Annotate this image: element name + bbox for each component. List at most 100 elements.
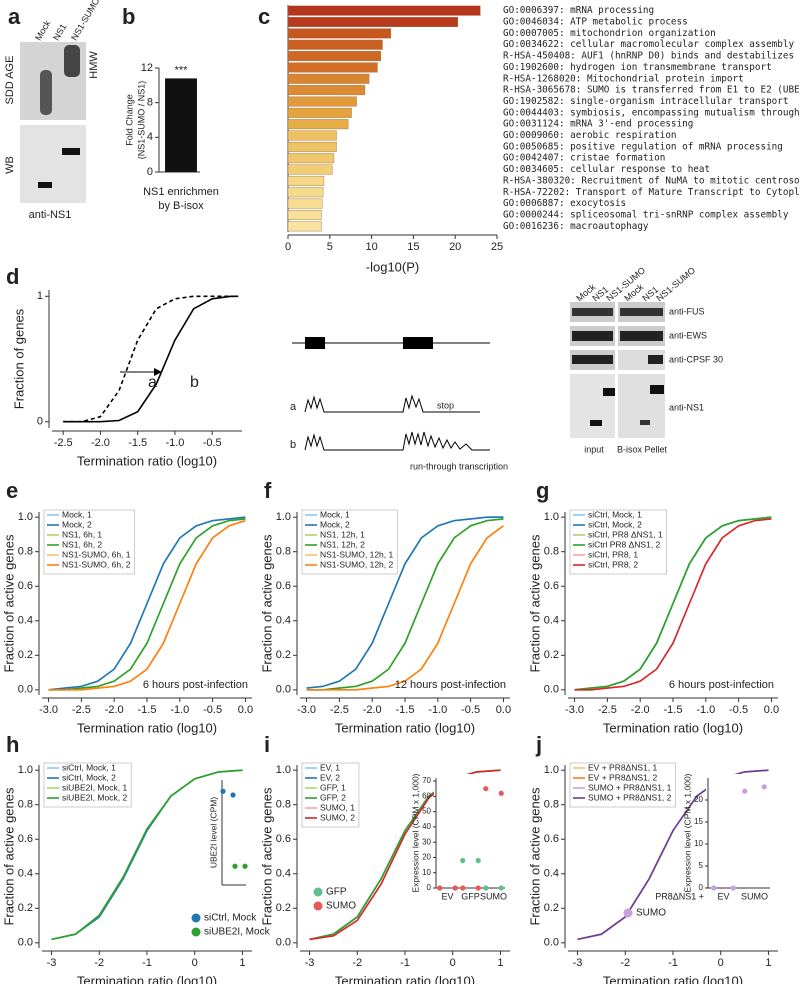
legend-swatch (191, 927, 201, 937)
panel-letter: a (8, 4, 21, 29)
legend-label: NS1, 6h, 1 (62, 529, 102, 539)
category-label: R-HSA-380320: Recruitment of NuMA to mit… (503, 175, 800, 186)
line (63, 295, 239, 423)
point (742, 788, 748, 794)
legend-label: NS1-SUMO, 6h, 2 (62, 559, 131, 569)
x-tick-label: 1 (765, 957, 771, 969)
y-axis-label: (NS1-SUMO / NS1) (136, 81, 146, 160)
category-label: GO:0034605: cellular response to heat (503, 164, 710, 175)
panel: g -3.0 -2.5 -2.0 -1.5 -1.0 -0.5 0.0 0.0 0.2 0.4 0.6… (527, 478, 779, 736)
annotation: 12 hours post-infection (395, 679, 506, 691)
y-tick-label: 0.2 (18, 649, 33, 661)
x-tick-label: 0.0 (496, 704, 511, 716)
y-tick-label: 0.8 (544, 546, 559, 558)
y-tick-label: 1.0 (544, 764, 559, 776)
legend-label: siCtrl, PR8, 1 (588, 549, 638, 559)
x-tick-label: 15 (407, 241, 419, 253)
blot-band (64, 45, 80, 77)
y-tick-label: 0.6 (18, 833, 33, 845)
point (437, 885, 443, 891)
line (51, 769, 243, 941)
x-tick-label: EV (717, 891, 729, 901)
y-tick-label: 0.2 (544, 649, 559, 661)
x-tick-label: 0 (285, 241, 291, 253)
x-axis-label: Termination ratio (log10) (335, 973, 475, 984)
blot (20, 125, 86, 203)
point (475, 885, 481, 891)
blot-band (620, 331, 663, 341)
x-tick-label: -1 (400, 957, 410, 969)
x-tick-label: -0.5 (461, 704, 480, 716)
point (460, 857, 466, 864)
x-tick-label: 0 (450, 957, 456, 969)
lane-label: Mock (33, 18, 53, 42)
x-tick-label: -1.0 (428, 704, 447, 716)
x-axis-label: Termination ratio (log10) (335, 720, 475, 735)
legend-label: SUMO (636, 908, 666, 919)
bar (287, 5, 481, 16)
y-tick-label: 8 (147, 97, 153, 109)
y-axis-label: Fraction of active genes (1, 534, 16, 673)
y-tick-label: 0.4 (18, 868, 33, 880)
x-tick-label: -0.5 (203, 704, 222, 716)
legend-frame (569, 762, 676, 808)
panel-letter: d (6, 264, 19, 289)
line (574, 516, 772, 691)
y-tick-label: 4 (147, 131, 153, 143)
bar (287, 175, 325, 186)
bar (287, 28, 392, 39)
y-axis-label: Fraction of active genes (527, 534, 542, 673)
legend-label: SUMO + PR8ΔNS1, 1 (588, 782, 672, 792)
x-tick-label: EV (441, 891, 453, 901)
x-tick-label: -3 (573, 957, 583, 969)
legend-label: siCtrl, PR8, 2 (588, 559, 638, 569)
category-label: GO:0050685: positive regulation of mRNA … (503, 141, 783, 152)
y-tick-label: 70 (422, 776, 431, 785)
bar (165, 78, 197, 172)
row-label: b (290, 439, 296, 451)
panel-letter: c (258, 4, 270, 29)
lane-label: NS1 (51, 22, 68, 42)
y-tick-label: 0.0 (18, 684, 33, 696)
y-tick-label: 0.4 (544, 868, 559, 880)
y-tick-label: 10 (422, 868, 431, 877)
category-label: GO:0006397: mRNA processing (503, 5, 654, 16)
y-tick-label: 0.6 (544, 580, 559, 592)
signal (304, 394, 480, 413)
panel-letter: g (536, 478, 549, 503)
antibody-label: anti-NS1 (669, 402, 704, 412)
legend-label: SUMO + PR8ΔNS1, 2 (588, 792, 672, 802)
point (460, 885, 466, 891)
x-tick-label: -3 (47, 957, 57, 969)
y-tick-label: 12 (141, 62, 153, 74)
significance: *** (175, 64, 189, 76)
legend-label: Mock, 1 (320, 509, 350, 519)
point (230, 792, 236, 798)
lane-label: NS1-SUMO (654, 265, 697, 303)
y-tick-label: 0.0 (18, 937, 33, 949)
y-axis-label: Fraction of active genes (259, 787, 274, 926)
category-label: GO:0009060: aerobic respiration (503, 130, 677, 141)
y-tick-label: 1.0 (18, 511, 33, 523)
legend-label: EV, 1 (320, 762, 340, 772)
panel-letter: e (6, 478, 18, 503)
y-tick-label: 10 (694, 839, 703, 848)
panel: j -3 -2 -1 0 1 0.0 0.2 0.4 0.6 0.8 1.0 Termination r… (527, 732, 778, 984)
point (232, 863, 238, 869)
legend-frame (301, 762, 360, 828)
legend-label: NS1, 6h, 2 (62, 539, 102, 549)
category-label: GO:0016236: macroautophagy (503, 221, 649, 232)
panel-letter: i (264, 732, 270, 757)
antibody-label: anti-FUS (669, 306, 705, 316)
bar (287, 107, 352, 118)
legend-label: SUMO, 1 (320, 802, 355, 812)
category-label: GO:0000244: spliceosomal tri-snRNP compl… (503, 209, 789, 220)
panel-letter: j (535, 732, 542, 757)
panel: i -3 -2 -1 0 1 0.0 0.2 0.4 0.6 0.8 1.0 Termination r… (259, 732, 510, 984)
panel: b 0 4 8 12 NS1 enrichmen by B-isox Fold Change(… (122, 4, 219, 212)
x-tick-label: -0.5 (203, 437, 222, 449)
